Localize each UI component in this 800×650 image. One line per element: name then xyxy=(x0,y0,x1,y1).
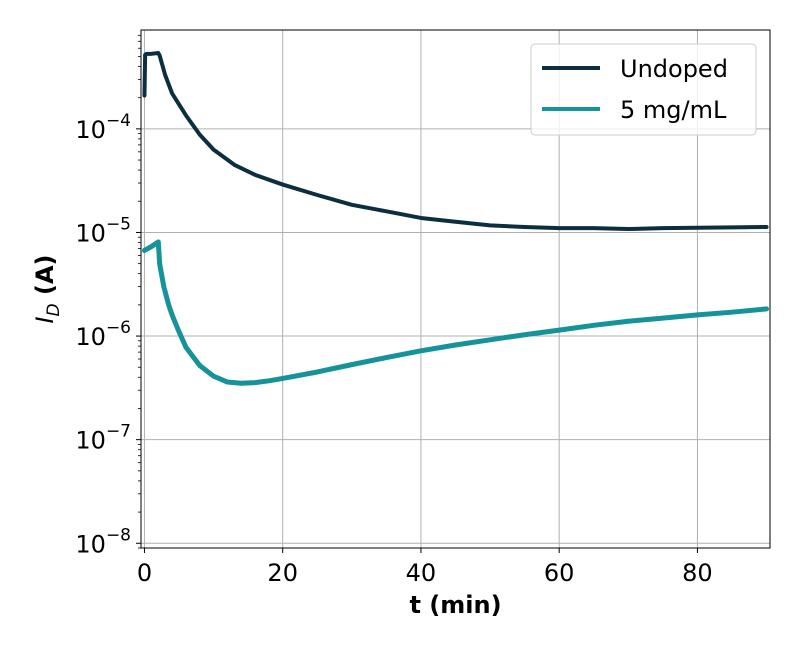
legend-label-undoped: Undoped xyxy=(620,55,728,83)
plot-frame xyxy=(140,29,771,549)
y-tick-label: 10−5 xyxy=(75,214,131,247)
y-tick-label: 10−7 xyxy=(75,422,131,455)
y-axis-title-sub: D xyxy=(44,303,64,316)
x-tick-label: 0 xyxy=(137,559,152,587)
x-tick-label: 40 xyxy=(406,559,437,587)
series-line-undoped xyxy=(142,50,769,231)
y-tick-label: 10−4 xyxy=(75,111,131,144)
y-tick-label: 10−8 xyxy=(75,525,131,558)
legend: Undoped 5 mg/mL xyxy=(530,43,757,136)
y-tick-label: 10−6 xyxy=(75,318,131,351)
y-axis-title-main: I xyxy=(31,316,59,323)
legend-label-5mgml: 5 mg/mL xyxy=(620,96,727,124)
x-tick-label: 20 xyxy=(267,559,298,587)
x-tick-label: 80 xyxy=(682,559,713,587)
x-tick-label: 60 xyxy=(544,559,575,587)
ticks: 0 20 40 60 80 10−8 10−7 10−6 10−5 10−4 xyxy=(75,34,713,587)
y-axis-title: ID (A) xyxy=(31,254,64,323)
series-layer xyxy=(141,50,770,386)
y-axis-title-unit: (A) xyxy=(31,254,59,303)
x-axis-title: t (min) xyxy=(409,591,501,619)
series-line-5mgml xyxy=(141,239,770,386)
